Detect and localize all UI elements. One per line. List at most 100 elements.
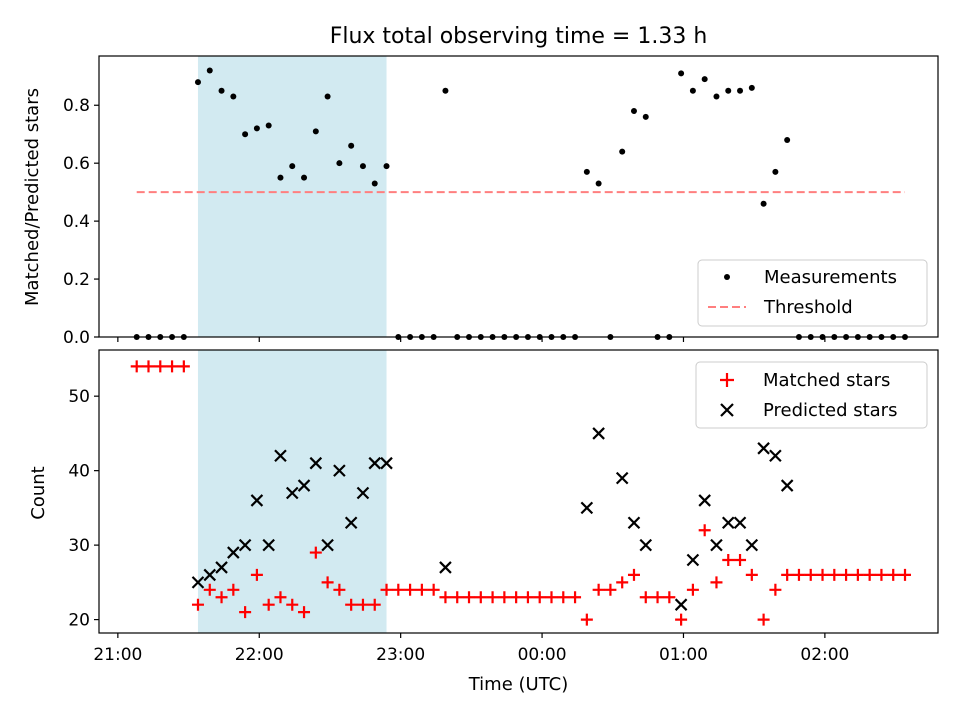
bottom-panel: 20 30 40 50 21:00 22:00 23:00 00:00 01:00 02:00 C… — [28, 349, 939, 695]
matched-star-point — [166, 360, 179, 373]
matched-star-point — [427, 583, 440, 596]
measurement-point — [772, 168, 779, 175]
bottom-plot-frame — [98, 349, 939, 634]
matched-star-point — [274, 591, 287, 604]
predicted-star-point — [615, 471, 629, 485]
matched-star-point — [616, 576, 629, 589]
predicted-star-point — [215, 561, 228, 574]
top-panel: 0.00.20.40.60.8 Matched/Predicted stars … — [22, 55, 939, 348]
matched-star-point — [380, 583, 393, 596]
matched-star-point — [840, 568, 853, 581]
matched-star-point — [321, 576, 334, 589]
measurement-point — [230, 93, 237, 100]
predicted-star-point — [333, 464, 346, 477]
matched-star-point — [792, 568, 805, 581]
predicted-star-point — [769, 449, 782, 463]
predicted-star-point — [285, 486, 299, 500]
measurement-point — [289, 163, 296, 170]
matched-star-point — [875, 568, 888, 581]
predicted-star-point — [238, 538, 252, 552]
matched-star-point — [639, 591, 652, 604]
matched-star-point — [191, 598, 204, 611]
measurement-point — [265, 122, 272, 129]
measurement-point — [701, 76, 708, 83]
predicted-star-point — [227, 546, 240, 559]
measurement-point — [242, 131, 249, 138]
top-y-axis-label: Matched/Predicted stars — [22, 88, 43, 306]
matched-star-point — [309, 546, 322, 559]
top-legend: Measurements Threshold — [697, 259, 928, 327]
measurement-point — [678, 70, 685, 77]
x-axis-label: Time (UTC) — [468, 674, 569, 695]
bottom-y-tick-label: 20 — [68, 611, 90, 631]
predicted-star-point — [710, 538, 723, 552]
matched-star-point — [804, 568, 817, 581]
bottom-y-tick-label: 50 — [68, 387, 90, 407]
matched-star-point — [557, 591, 570, 604]
matched-star-point — [592, 583, 605, 596]
predicted-star-point — [356, 486, 370, 500]
predicted-star-point — [191, 576, 205, 589]
predicted-star-point — [686, 553, 700, 567]
predicted-star-point — [721, 516, 735, 530]
matched-star-point — [498, 591, 511, 604]
predicted-star-point — [368, 456, 382, 470]
matched-star-point — [345, 598, 358, 611]
measurement-point — [336, 160, 343, 167]
matched-star-point — [486, 591, 499, 604]
legend-predicted-marker — [720, 403, 734, 417]
measurement-point — [371, 180, 378, 187]
matched-star-point — [130, 360, 143, 373]
bottom-x-tick-label: 21:00 — [93, 645, 142, 665]
top-y-tick-label: 0.0 — [63, 328, 90, 348]
matched-star-point — [404, 583, 417, 596]
matched-star-point — [142, 360, 155, 373]
top-highlight-span — [197, 56, 387, 337]
measurement-point — [206, 67, 213, 74]
predicted-star-point — [203, 568, 217, 582]
legend-measurements-label: Measurements — [764, 267, 897, 288]
matched-star-point — [521, 591, 534, 604]
predicted-star-point — [780, 479, 794, 492]
matched-star-point — [604, 583, 617, 596]
measurement-point — [784, 137, 791, 144]
matched-star-point — [154, 360, 167, 373]
matched-star-point — [828, 568, 841, 581]
matched-star-point — [745, 568, 758, 581]
bottom-x-tick-label: 22:00 — [235, 645, 284, 665]
predicted-star-point — [262, 538, 275, 552]
matched-star-point — [368, 598, 381, 611]
predicted-star-point — [439, 561, 452, 574]
measurement-point — [383, 163, 390, 170]
matched-star-point — [286, 598, 299, 611]
measurement-point — [689, 87, 696, 94]
predicted-star-point — [733, 516, 747, 530]
measurement-point — [301, 174, 308, 181]
matched-star-point — [215, 591, 228, 604]
matched-star-point — [227, 583, 240, 596]
matched-star-point — [203, 583, 216, 596]
predicted-star-point — [250, 494, 264, 507]
predicted-star-point — [274, 449, 287, 463]
predicted-star-point — [627, 516, 641, 530]
top-y-tick-label: 0.4 — [63, 212, 90, 232]
predicted-star-point — [580, 501, 594, 515]
matched-star-point — [463, 591, 476, 604]
matched-star-point — [415, 583, 428, 596]
legend-matched-label: Matched stars — [763, 370, 890, 391]
predicted-star-point — [321, 538, 334, 552]
measurement-point — [253, 125, 260, 132]
measurement-point — [312, 128, 319, 135]
measurement-point — [324, 93, 331, 100]
matched-star-point — [816, 568, 829, 581]
predicted-star-point — [757, 442, 770, 455]
measurement-point — [725, 87, 732, 94]
matched-star-point — [769, 583, 782, 596]
measurement-point — [595, 180, 602, 187]
measurement-point — [760, 200, 767, 207]
matched-star-point — [757, 613, 770, 626]
predicted-star-point — [698, 494, 711, 507]
matched-star-point — [710, 576, 723, 589]
matched-star-point — [533, 591, 546, 604]
